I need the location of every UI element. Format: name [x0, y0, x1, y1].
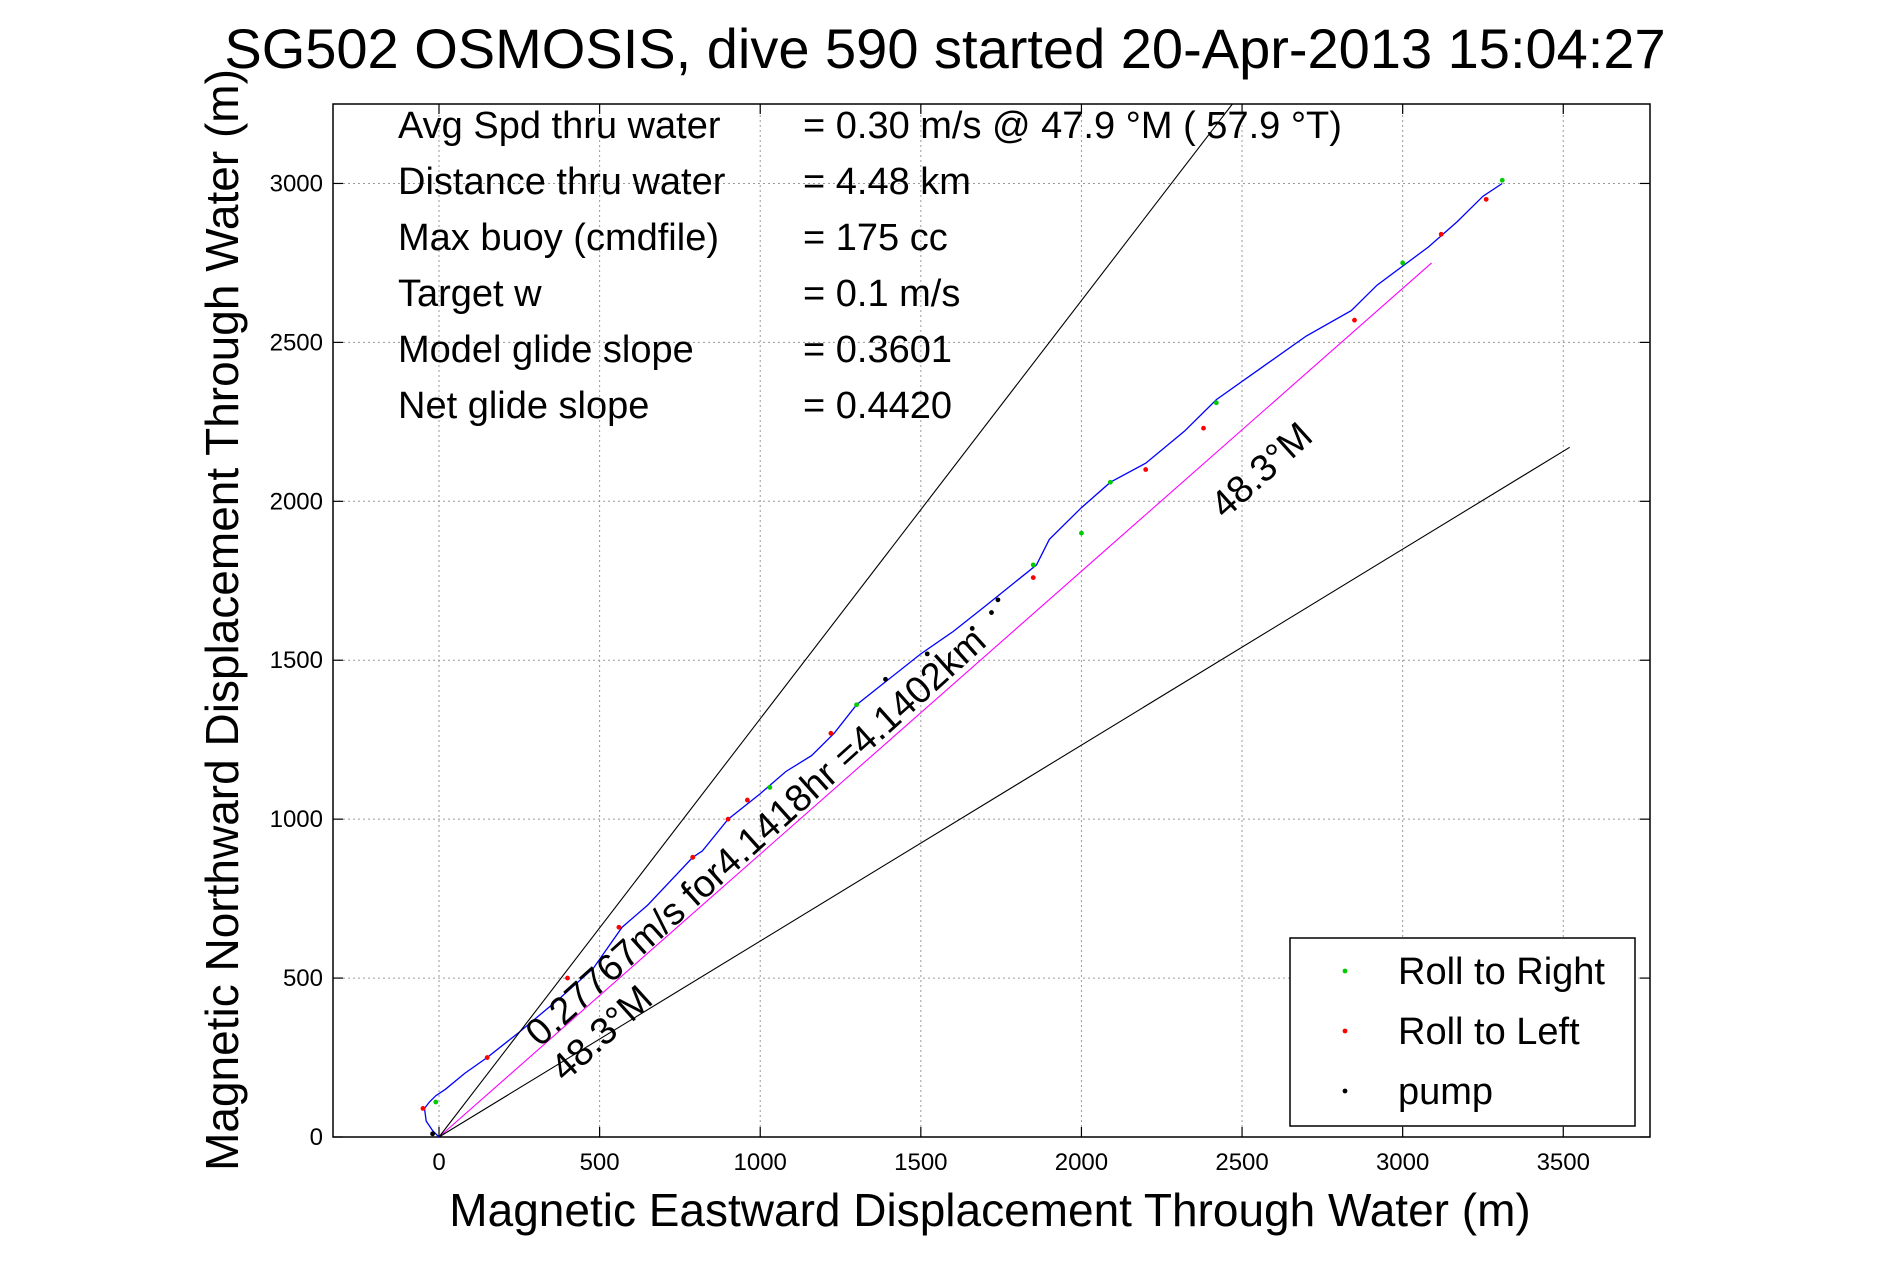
x-tick-label-4: 2000 — [1055, 1149, 1108, 1176]
y-tick-label-5: 2500 — [270, 329, 323, 356]
y-tick-label-0: 0 — [310, 1124, 323, 1151]
stat-value-4: = 0.3601 — [803, 329, 952, 371]
x-axis-ticks: 0 500 1000 1500 2000 2500 3000 3500 — [432, 104, 1590, 1176]
grid — [333, 104, 1650, 1138]
series-line-track — [423, 182, 1503, 1138]
markers-group — [420, 177, 1505, 1137]
series-group — [423, 103, 1570, 1138]
stat-label-3: Target w — [398, 273, 542, 315]
x-tick-label-5: 2500 — [1215, 1149, 1268, 1176]
stat-value-5: = 0.4420 — [803, 385, 952, 427]
marker-roll-to-left-2 — [565, 975, 570, 981]
marker-roll-to-right-4 — [1030, 562, 1036, 568]
stats-block: Avg Spd thru water = 0.30 m/s @ 47.9 °M (… — [398, 105, 1342, 427]
marker-roll-to-right-7 — [1213, 400, 1219, 406]
stat-label-2: Max buoy (cmdfile) — [398, 217, 719, 259]
y-tick-label-2: 1000 — [270, 806, 323, 833]
marker-roll-to-left-6 — [744, 797, 750, 803]
stat-label-5: Net glide slope — [398, 385, 649, 427]
marker-pump-0 — [430, 1131, 435, 1137]
legend: Roll to Right Roll to Left pump — [1289, 937, 1636, 1127]
y-axis-title: Magnetic Northward Displacement Through … — [196, 69, 248, 1171]
legend-swatch-roll-to-right — [1342, 968, 1348, 974]
marker-roll-to-left-0 — [420, 1105, 426, 1111]
legend-box — [1289, 937, 1636, 1127]
x-tick-label-1: 500 — [580, 1149, 620, 1176]
marker-pump-5 — [995, 597, 1001, 603]
y-tick-label-1: 500 — [283, 965, 323, 992]
y-tick-label-6: 3000 — [270, 170, 323, 197]
stat-label-0: Avg Spd thru water — [398, 105, 721, 147]
marker-roll-to-left-4 — [690, 854, 696, 860]
marker-roll-to-left-7 — [828, 730, 834, 736]
x-tick-label-7: 3500 — [1537, 1149, 1590, 1176]
legend-label-roll-to-right: Roll to Right — [1398, 951, 1605, 993]
marker-roll-to-left-1 — [484, 1055, 490, 1060]
chart-title: SG502 OSMOSIS, dive 590 started 20-Apr-2… — [224, 17, 1665, 80]
marker-roll-to-left-5 — [725, 816, 731, 822]
series-line-boundary-upper — [438, 103, 1233, 1138]
marker-roll-to-left-13 — [1483, 196, 1489, 202]
legend-swatch-pump — [1342, 1088, 1348, 1094]
marker-roll-to-right-8 — [1400, 260, 1406, 266]
marker-roll-to-right-0 — [433, 1099, 439, 1105]
stat-label-4: Model glide slope — [398, 329, 694, 371]
marker-roll-to-left-10 — [1201, 425, 1206, 431]
stat-value-0: = 0.30 m/s @ 47.9 °M ( 57.9 °T) — [803, 105, 1342, 147]
legend-swatch-roll-to-left — [1342, 1028, 1348, 1034]
marker-pump-3 — [969, 626, 975, 631]
x-tick-label-2: 1000 — [734, 1149, 787, 1176]
x-tick-label-6: 3000 — [1376, 1149, 1429, 1176]
plot-area — [332, 103, 1651, 1138]
marker-pump-2 — [924, 651, 930, 657]
y-tick-label-4: 2000 — [270, 488, 323, 515]
stat-value-1: = 4.48 km — [803, 161, 971, 203]
marker-roll-to-left-3 — [616, 924, 622, 930]
legend-label-pump: pump — [1398, 1071, 1493, 1113]
marker-roll-to-right-5 — [1079, 530, 1084, 536]
marker-roll-to-left-12 — [1438, 231, 1444, 237]
marker-roll-to-right-6 — [1107, 479, 1113, 485]
marker-roll-to-left-8 — [1030, 575, 1036, 580]
stat-value-3: = 0.1 m/s — [803, 273, 960, 315]
marker-roll-to-right-3 — [854, 702, 859, 708]
marker-roll-to-right-9 — [1499, 177, 1505, 183]
marker-roll-to-left-9 — [1143, 467, 1149, 472]
series-line-boundary-lower — [438, 446, 1570, 1138]
stat-value-2: = 175 cc — [803, 217, 948, 259]
legend-label-roll-to-left: Roll to Left — [1398, 1011, 1580, 1053]
x-axis-title: Magnetic Eastward Displacement Through W… — [449, 1184, 1530, 1236]
marker-pump-4 — [989, 610, 994, 615]
x-tick-label-3: 1500 — [894, 1149, 947, 1176]
stat-label-1: Distance thru water — [398, 161, 726, 203]
marker-roll-to-right-2 — [767, 784, 773, 790]
marker-pump-1 — [883, 676, 888, 682]
marker-roll-to-left-11 — [1352, 317, 1357, 323]
y-axis-ticks: 0 500 1000 1500 2000 2500 3000 — [270, 170, 1650, 1151]
x-tick-label-0: 0 — [432, 1149, 445, 1176]
y-tick-label-3: 1500 — [270, 647, 323, 674]
series-line-target-course — [438, 262, 1432, 1138]
